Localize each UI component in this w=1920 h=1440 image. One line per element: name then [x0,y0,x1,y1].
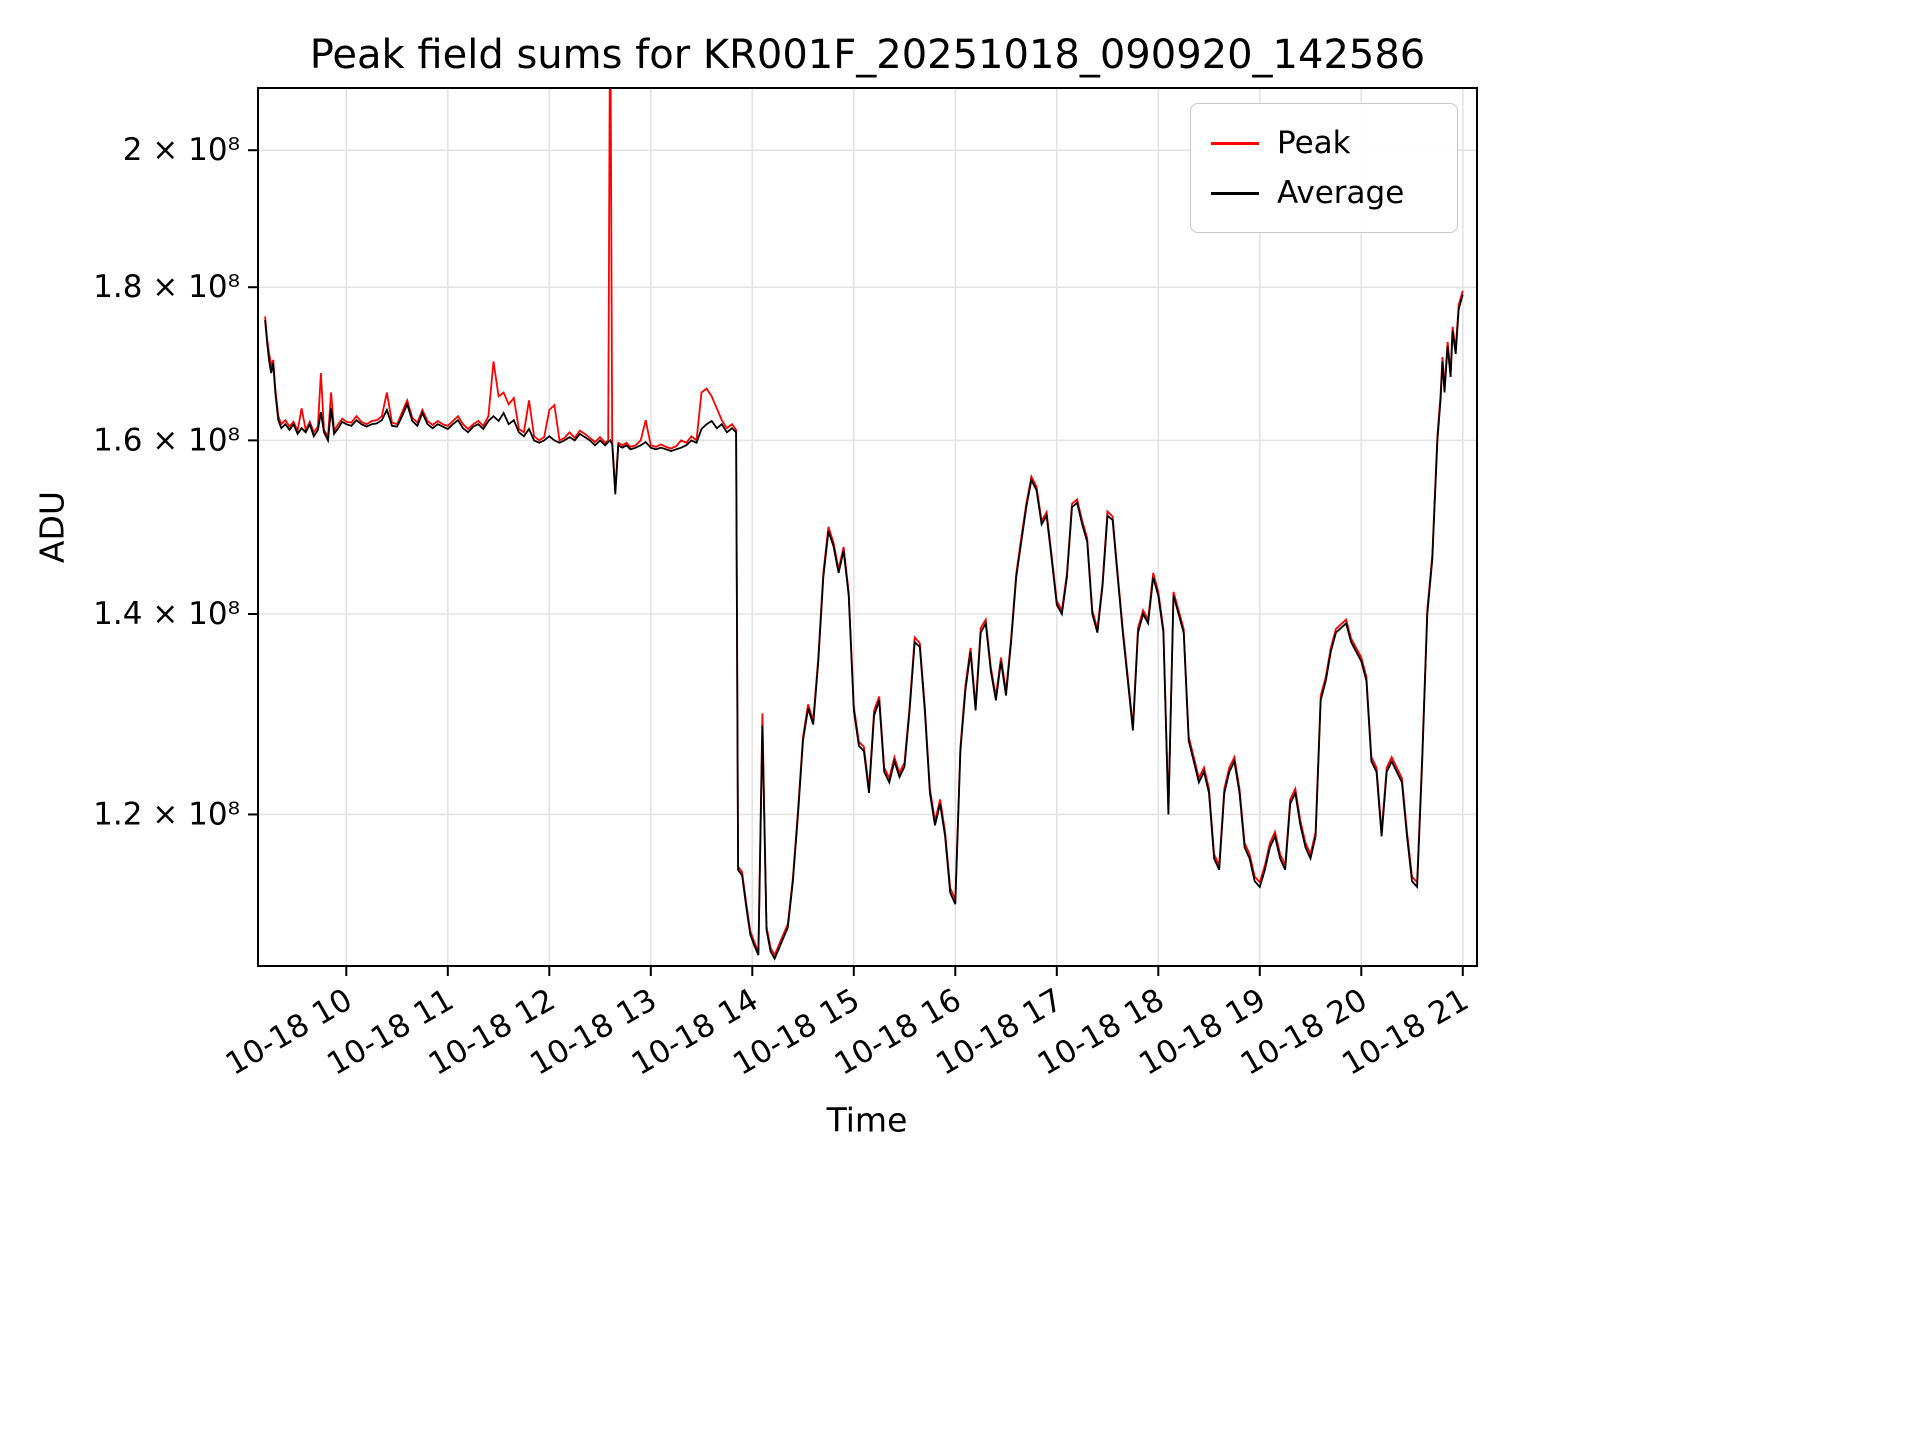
y-tick-label: 1.4 × 10⁸ [93,596,240,632]
grid-lines [258,88,1477,966]
series-group [264,88,1464,961]
peak-line-swatch [1211,141,1259,145]
y-axis-label: ADU [32,490,72,564]
y-tick-label: 2 × 10⁸ [123,132,240,168]
legend-entry-average: Average [1211,168,1437,218]
y-tick-label: 1.6 × 10⁸ [93,422,240,458]
y-tick-group: 2 × 10⁸ 1.8 × 10⁸ 1.6 × 10⁸ 1.4 × 10⁸ 1.2 × … [93,132,258,832]
x-axis-label: Time [826,1100,908,1140]
legend-label-peak: Peak [1277,124,1351,161]
average-series-line [264,294,1464,961]
chart-title: Peak field sums for KR001F_20251018_0909… [309,32,1426,78]
y-tick-label: 1.2 × 10⁸ [93,796,240,832]
legend-label-average: Average [1277,174,1405,211]
legend: Peak Average [1190,103,1458,233]
legend-entry-peak: Peak [1211,118,1437,168]
axes-spines [257,87,1478,967]
average-line-swatch [1211,191,1259,195]
y-tick-label: 1.8 × 10⁸ [93,269,240,305]
